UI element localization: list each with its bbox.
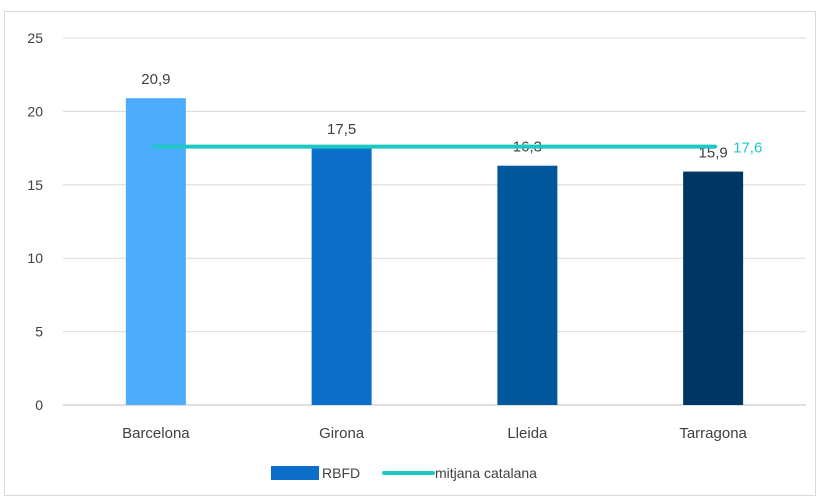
x-tick-label: Tarragona <box>679 425 747 442</box>
average-value-label: 17,6 <box>733 140 762 157</box>
bar-barcelona <box>125 98 186 406</box>
legend: RBFD mitjana catalana <box>271 465 537 481</box>
y-tick-label: 0 <box>35 397 43 413</box>
average-line: 17,6 <box>151 140 762 157</box>
bar-tarragona <box>683 171 744 405</box>
x-axis: Barcelona Girona Lleida Tarragona <box>122 425 747 442</box>
legend-swatch-rbfd <box>271 466 319 480</box>
bar-lleida <box>497 165 558 405</box>
legend-label-rbfd: RBFD <box>322 465 360 481</box>
y-tick-label: 25 <box>27 30 43 46</box>
bar-value-label: 15,9 <box>699 145 728 162</box>
y-axis: 0 5 10 15 20 25 <box>27 30 43 413</box>
y-tick-label: 20 <box>27 103 43 119</box>
legend-label-mitjana: mitjana catalana <box>435 465 537 481</box>
bar-value-label: 17,5 <box>327 121 356 138</box>
x-tick-label: Barcelona <box>122 425 190 442</box>
bar-value-label: 20,9 <box>141 71 170 88</box>
x-tick-label: Girona <box>319 425 365 442</box>
bar-girona <box>311 148 372 405</box>
y-tick-label: 5 <box>35 324 43 340</box>
gridlines <box>63 37 806 406</box>
x-tick-label: Lleida <box>507 425 548 442</box>
y-tick-label: 10 <box>27 250 43 266</box>
bars: 20,917,516,3 15,9 <box>125 71 744 406</box>
y-tick-label: 15 <box>27 177 43 193</box>
